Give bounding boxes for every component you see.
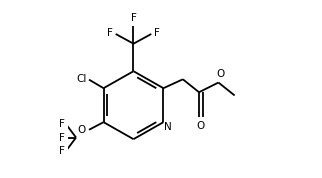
Text: F: F bbox=[59, 133, 64, 143]
Text: O: O bbox=[196, 121, 205, 131]
Text: F: F bbox=[108, 28, 113, 38]
Text: F: F bbox=[59, 146, 64, 156]
Text: F: F bbox=[59, 119, 64, 129]
Text: O: O bbox=[216, 69, 224, 79]
Text: F: F bbox=[154, 28, 160, 38]
Text: Cl: Cl bbox=[77, 74, 87, 84]
Text: O: O bbox=[78, 125, 86, 135]
Text: F: F bbox=[130, 14, 137, 23]
Text: N: N bbox=[164, 122, 171, 132]
